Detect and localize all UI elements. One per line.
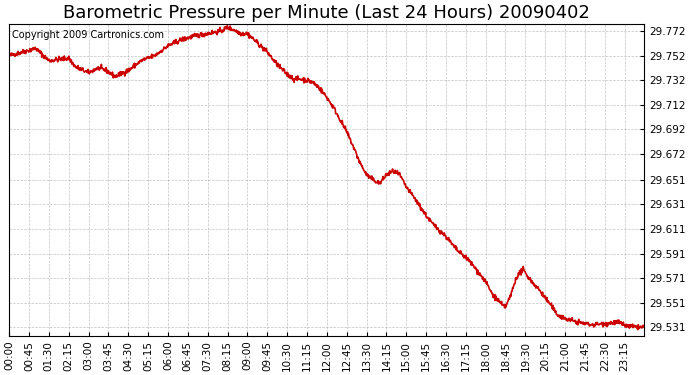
Text: Copyright 2009 Cartronics.com: Copyright 2009 Cartronics.com <box>12 30 164 40</box>
Title: Barometric Pressure per Minute (Last 24 Hours) 20090402: Barometric Pressure per Minute (Last 24 … <box>63 4 590 22</box>
